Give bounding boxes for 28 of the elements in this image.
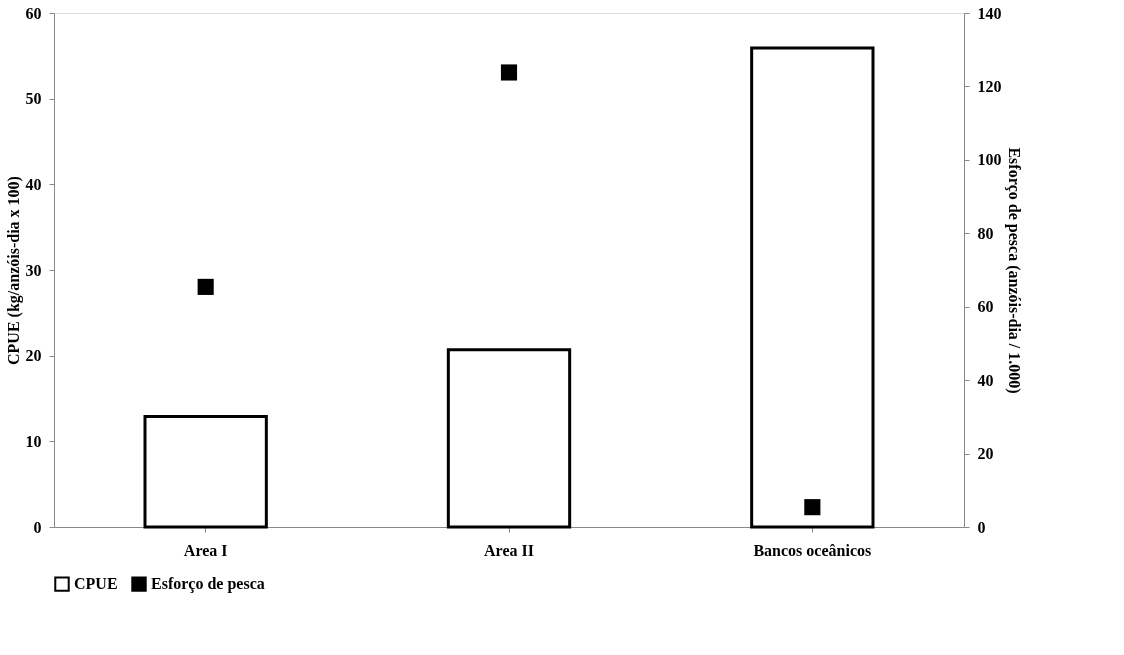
y-tick-label: 20 [25,347,42,365]
point [500,64,518,81]
x-tick-label: Bancos oceânicos [753,541,872,559]
y-tick-label: 40 [25,175,42,193]
y-tick-label: 60 [25,4,42,22]
x-tick-label: Area I [183,541,228,559]
y2-tick-label: 80 [977,224,994,242]
x-tick-label: Area II [484,541,534,559]
y2-tick-label: 60 [977,298,994,316]
y2-tick-label: 100 [977,151,1002,169]
y2-axis-title: Esforço de pesca (anzóis-dia / 1.000) [1004,147,1023,394]
y-tick-label: 10 [25,432,42,450]
y-tick-label: 50 [25,90,42,108]
point [804,499,821,516]
y2-tick-label: 120 [977,77,1002,95]
bar [750,46,875,529]
y-tick-label: 0 [33,518,42,536]
y2-tick-label: 40 [977,371,994,389]
point [197,278,214,295]
legend-label: Esforço de pesca [151,575,265,594]
legend-label: CPUE [74,575,118,593]
y-tick-label: 30 [25,261,42,279]
y-axis-title: CPUE (kg/anzóis-dia x 100) [4,176,23,365]
y2-tick-label: 0 [977,518,986,536]
y2-tick-label: 140 [977,4,1002,22]
bar [143,414,268,529]
bar [446,348,572,529]
y2-tick-label: 20 [977,445,994,463]
